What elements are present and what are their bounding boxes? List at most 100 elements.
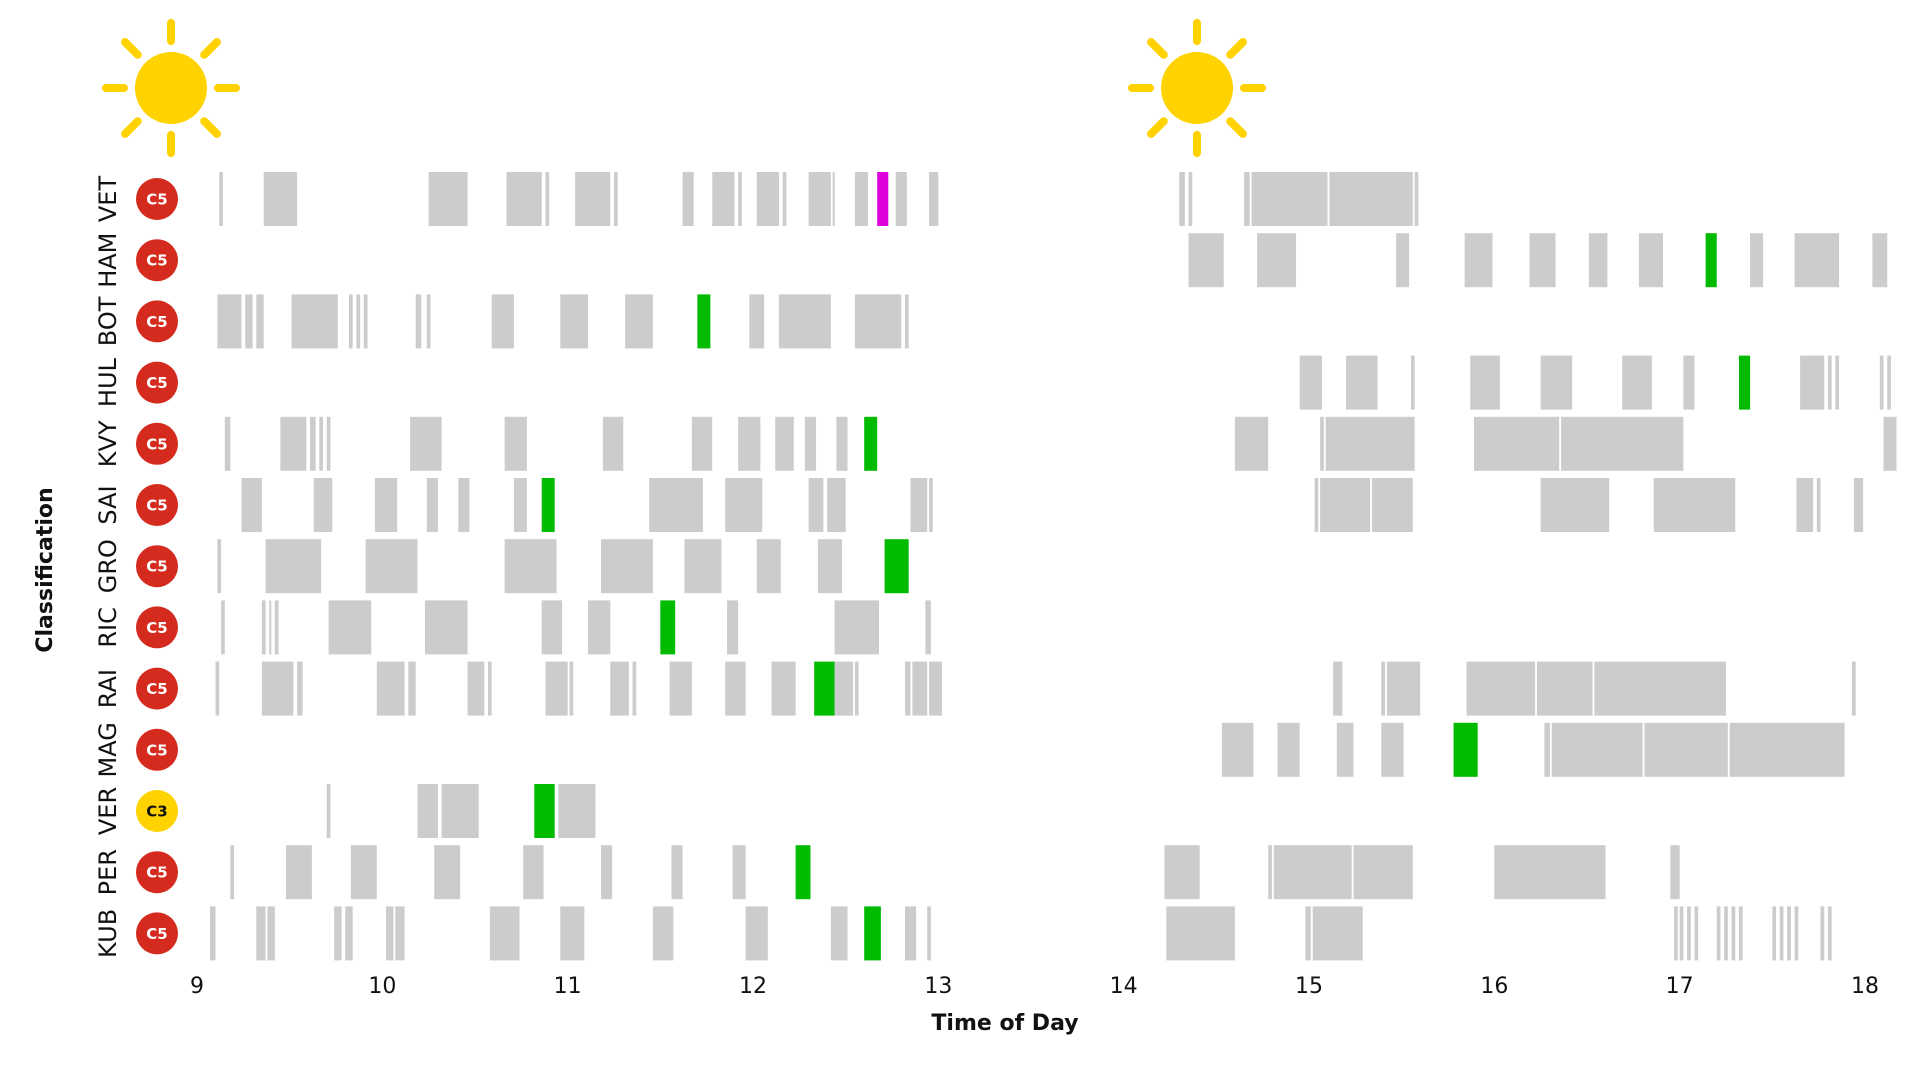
sun-ray (121, 38, 142, 59)
lap-bar (895, 172, 907, 226)
lap-bar (929, 661, 943, 716)
tyre-icon (136, 178, 178, 220)
lap-bar (426, 294, 431, 349)
lap-bar (434, 845, 461, 900)
tyre-compound-label: C5 (146, 680, 167, 698)
driver-code-label: HAM (94, 233, 122, 288)
lap-bar (569, 661, 574, 716)
driver-row-sai: SAI C5 (94, 478, 1864, 532)
lap-bar (745, 906, 768, 961)
fastest-lap-bar (1738, 355, 1751, 410)
lap-bar (1305, 906, 1311, 961)
lap-bar (1796, 478, 1814, 532)
lap-bar (1251, 172, 1328, 226)
lap-bar (263, 172, 298, 226)
lap-bar (1772, 906, 1777, 961)
fastest-lap-bar (1453, 722, 1478, 777)
tyre-icon (136, 667, 178, 710)
lap-bar (269, 600, 272, 655)
driver-row-hul: HUL C5 (94, 355, 1891, 410)
sun-ray (200, 38, 221, 59)
tyre-compound-label: C5 (146, 741, 167, 759)
lap-bar (217, 294, 242, 349)
lap-bar (310, 416, 316, 471)
lap-bar (1494, 845, 1606, 900)
driver-code-label: GRO (94, 539, 122, 593)
weather-layer (102, 19, 1266, 157)
lap-bar (230, 845, 235, 900)
x-tick-label: 11 (554, 974, 582, 999)
lap-bar (326, 784, 331, 838)
lap-bar (363, 294, 368, 349)
lap-bar (1738, 906, 1743, 961)
tyre-icon (136, 422, 178, 465)
lap-bar (319, 416, 324, 471)
lap-bar (601, 539, 653, 594)
y-axis-title: Classification (33, 487, 58, 652)
lap-bar (725, 478, 763, 532)
lap-bar (1731, 906, 1736, 961)
lap-bar (725, 661, 746, 716)
lap-bar (1470, 355, 1500, 410)
lap-bar (415, 294, 422, 349)
lap-bar (652, 906, 674, 961)
driver-code-label: MAG (94, 722, 122, 777)
lap-bar (513, 478, 527, 532)
driver-code-label: BOT (94, 296, 122, 346)
tyre-icon (136, 300, 178, 343)
lap-bar (426, 478, 438, 532)
lap-bar (1414, 172, 1419, 226)
lap-bar (1314, 478, 1319, 532)
lap-bar (1694, 906, 1699, 961)
lap-bar (1594, 661, 1726, 716)
fastest-lap-bar (814, 661, 835, 716)
lap-bar (541, 600, 563, 655)
tyre-compound-label: C5 (146, 374, 167, 392)
tyre-icon (136, 912, 178, 955)
lap-bar (209, 906, 216, 961)
x-tick-label: 16 (1480, 974, 1508, 999)
driver-row-bot: BOT C5 (94, 294, 909, 349)
lap-bar (1179, 172, 1185, 226)
tyre-compound-badge: C5 (136, 851, 178, 894)
lap-bar (804, 416, 817, 471)
lap-bar (775, 416, 794, 471)
lap-bar (410, 416, 442, 471)
lap-bar (441, 784, 479, 838)
lap-bar (1325, 416, 1415, 471)
lap-bar (256, 906, 266, 961)
tyre-compound-badge: C5 (136, 728, 178, 771)
lap-bar (904, 294, 909, 349)
lap-bar (313, 478, 333, 532)
lap-bar (1872, 233, 1888, 288)
lap-bar (691, 416, 713, 471)
lap-bar (830, 906, 848, 961)
lap-bar (1529, 233, 1556, 288)
driver-code-label: HUL (94, 357, 122, 407)
x-tick-label: 10 (368, 974, 396, 999)
lap-bar (727, 600, 739, 655)
lap-bar (1787, 906, 1791, 961)
lap-bar (1716, 906, 1721, 961)
lap-bar (224, 416, 231, 471)
fastest-lap-bar (697, 294, 711, 349)
lap-bar (491, 294, 514, 349)
tyre-compound-label: C5 (146, 313, 167, 331)
lap-bar (929, 172, 939, 226)
tyre-icon (136, 361, 178, 404)
lap-bar (1473, 416, 1560, 471)
sun-icon (102, 19, 240, 157)
x-tick-label: 18 (1851, 974, 1879, 999)
lap-bar (1188, 172, 1193, 226)
tyre-compound-badge: C5 (136, 484, 178, 526)
lap-bar (671, 845, 683, 900)
lap-bar (424, 600, 468, 655)
sun-ray (121, 117, 142, 138)
lap-bar (588, 600, 611, 655)
driver-code-label: SAI (94, 485, 122, 524)
lap-bar (836, 416, 848, 471)
sun-ray (1147, 38, 1168, 59)
lap-bar (558, 784, 596, 838)
lap-bar (1164, 845, 1200, 900)
lap-bar (1312, 906, 1363, 961)
